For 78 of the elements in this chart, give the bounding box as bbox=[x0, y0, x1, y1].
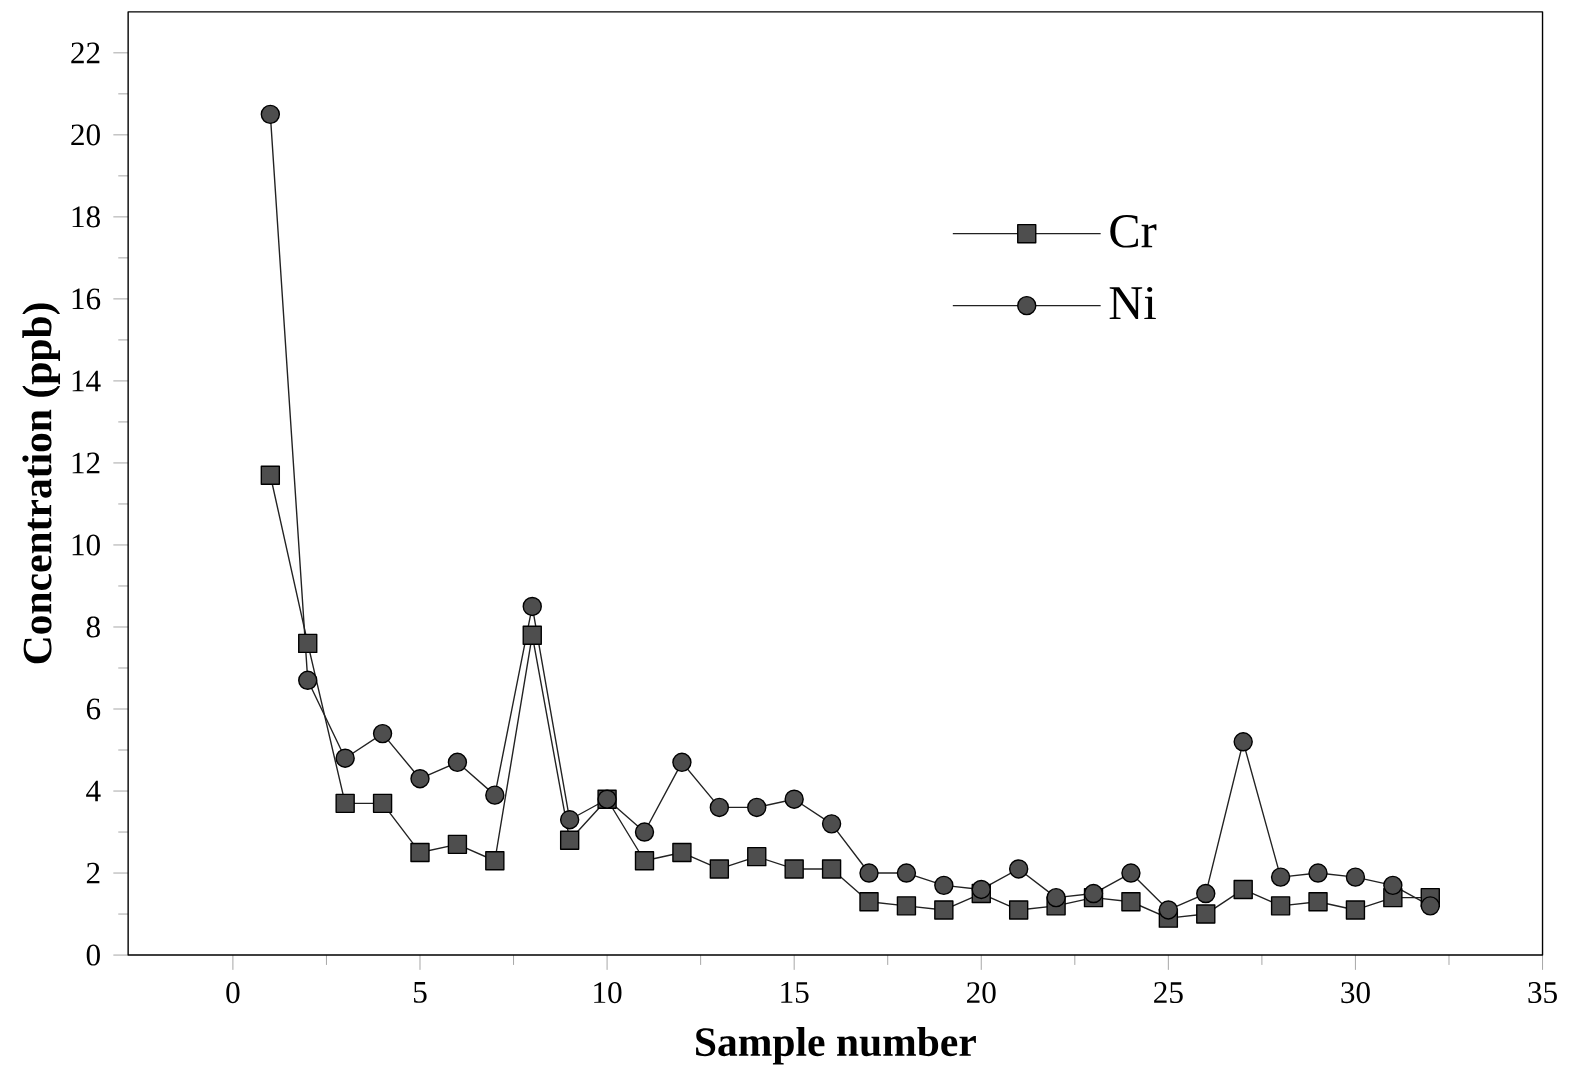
point bbox=[1233, 879, 1253, 900]
point bbox=[447, 752, 468, 772]
y-tick-label: 6 bbox=[86, 698, 101, 720]
point bbox=[934, 900, 954, 920]
y-tick-label: 2 bbox=[86, 862, 100, 884]
point bbox=[784, 859, 804, 879]
point bbox=[260, 104, 281, 124]
y-tick-label: 0 bbox=[86, 944, 100, 966]
point bbox=[372, 793, 393, 813]
point bbox=[298, 633, 318, 654]
point bbox=[1121, 863, 1141, 883]
point bbox=[1270, 896, 1291, 916]
x-tick-label: 15 bbox=[781, 982, 809, 1003]
point bbox=[1308, 863, 1328, 883]
point bbox=[859, 891, 879, 912]
point bbox=[1233, 732, 1253, 752]
point bbox=[522, 625, 542, 645]
point bbox=[485, 785, 505, 805]
x-tick-label: 25 bbox=[1154, 982, 1183, 1003]
point bbox=[1008, 900, 1029, 920]
x-tick-label: 35 bbox=[1528, 982, 1557, 1003]
point bbox=[485, 850, 505, 871]
y-tick-label: 18 bbox=[72, 206, 100, 228]
x-tick-label: 20 bbox=[967, 982, 996, 1004]
point bbox=[634, 822, 655, 842]
point bbox=[522, 596, 542, 617]
point bbox=[747, 846, 767, 867]
point bbox=[1196, 883, 1216, 904]
point bbox=[672, 752, 692, 772]
point bbox=[896, 863, 917, 883]
point bbox=[821, 814, 842, 834]
point bbox=[821, 859, 842, 879]
y-tick-label: 4 bbox=[86, 780, 101, 802]
y-tick-label: 20 bbox=[71, 124, 100, 146]
x-tick-label: 0 bbox=[226, 982, 240, 1004]
point bbox=[934, 875, 954, 895]
point bbox=[1308, 891, 1328, 912]
point bbox=[447, 834, 468, 854]
x-tick-label: 5 bbox=[413, 982, 427, 1003]
point bbox=[335, 748, 355, 768]
point bbox=[410, 842, 430, 863]
point bbox=[1158, 900, 1179, 920]
point bbox=[896, 896, 917, 916]
x-tick-label: 30 bbox=[1341, 982, 1370, 1004]
point bbox=[559, 809, 580, 830]
y-tick-label: 14 bbox=[72, 370, 101, 392]
point bbox=[298, 670, 318, 690]
point bbox=[709, 797, 730, 818]
point bbox=[1046, 887, 1066, 908]
point bbox=[260, 465, 281, 485]
point bbox=[634, 850, 655, 871]
y-tick-label: 10 bbox=[72, 534, 100, 556]
point bbox=[1345, 867, 1366, 887]
point bbox=[1270, 867, 1291, 887]
point bbox=[1345, 900, 1366, 920]
point bbox=[1008, 859, 1029, 879]
y-axis-title: Concentration (ppb) bbox=[22, 303, 61, 664]
y-tick-label: 8 bbox=[86, 616, 100, 638]
point bbox=[559, 830, 580, 850]
point bbox=[1383, 875, 1403, 895]
point bbox=[1121, 891, 1141, 912]
point bbox=[859, 863, 879, 883]
point bbox=[1196, 904, 1216, 924]
point bbox=[1420, 896, 1440, 916]
point bbox=[410, 768, 430, 789]
x-axis-title: Sample number bbox=[696, 1026, 976, 1065]
point bbox=[747, 797, 767, 818]
y-tick-label: 12 bbox=[72, 452, 100, 474]
point bbox=[372, 723, 393, 744]
y-tick-label: 16 bbox=[72, 288, 101, 310]
point bbox=[335, 793, 355, 813]
legend-label: Cr bbox=[1110, 214, 1157, 248]
y-tick-label: 22 bbox=[71, 42, 100, 64]
x-tick-label: 10 bbox=[594, 982, 622, 1004]
point bbox=[709, 859, 730, 879]
legend-label: Ni bbox=[1109, 286, 1156, 320]
point bbox=[672, 842, 692, 863]
point bbox=[784, 789, 804, 809]
